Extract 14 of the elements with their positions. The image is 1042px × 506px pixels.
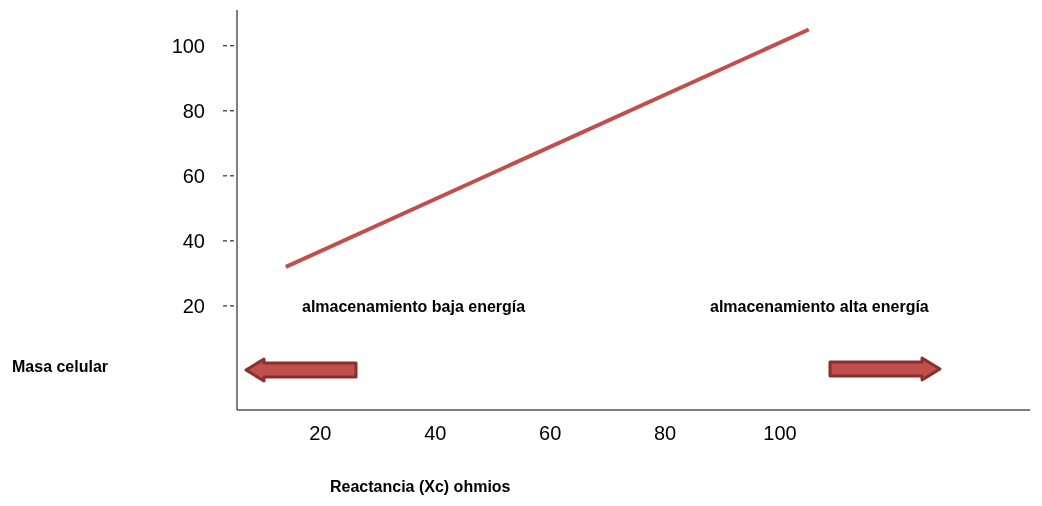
x-tick-label: 20 bbox=[309, 422, 332, 445]
y-tick-label: 60 bbox=[182, 164, 205, 187]
y-tick-label: 40 bbox=[182, 229, 205, 252]
x-tick-label: 80 bbox=[653, 422, 677, 445]
annotation: almacenamiento alta energía bbox=[710, 298, 929, 316]
y-tick-label: 80 bbox=[182, 99, 205, 122]
x-axis-title: Reactancia (Xc) ohmios bbox=[330, 478, 511, 496]
y-axis-title: Masa celular bbox=[12, 358, 109, 376]
annotation: almacenamiento baja energía bbox=[302, 298, 526, 316]
x-tick-label: 60 bbox=[539, 422, 562, 445]
x-tick-label: 40 bbox=[424, 422, 447, 445]
y-tick-label: 100 bbox=[171, 34, 205, 57]
y-tick-label: 20 bbox=[182, 295, 205, 318]
x-tick-label: 100 bbox=[763, 422, 797, 445]
